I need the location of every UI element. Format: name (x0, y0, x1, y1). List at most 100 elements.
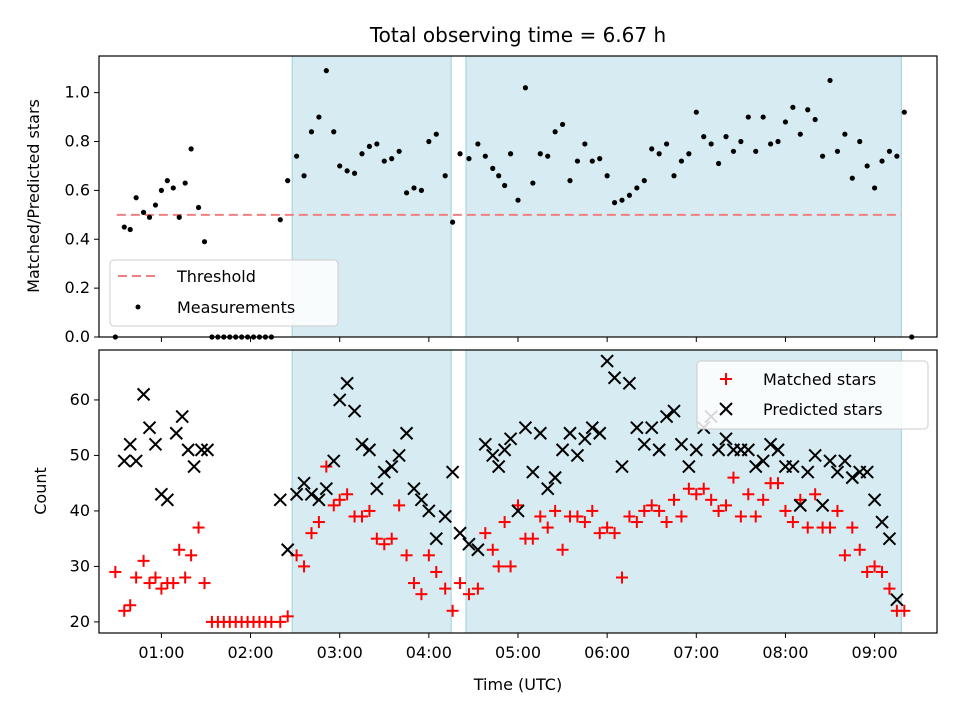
bottom-legend-box (696, 360, 929, 430)
measurement-point (188, 146, 194, 152)
x-tick-label: 08:00 (762, 643, 808, 662)
measurement-point (323, 68, 329, 74)
predicted-star-point (555, 443, 570, 457)
predicted-star-point (659, 409, 674, 424)
measurement-point (316, 114, 322, 120)
x-tick-label: 07:00 (673, 643, 719, 662)
measurement-point (411, 185, 417, 191)
x-tick-label: 09:00 (852, 643, 898, 662)
matched-star-point (479, 527, 492, 540)
predicted-star-point (719, 432, 733, 446)
measurement-point (842, 131, 848, 137)
predicted-star-point (867, 493, 882, 507)
matched-star-point (149, 571, 162, 584)
measurement-point (819, 153, 826, 159)
predicted-star-point (462, 537, 476, 551)
predicted-star-point (392, 448, 406, 463)
measurement-point (308, 129, 315, 135)
predicted-star-point (518, 420, 533, 435)
measurement-point (753, 148, 759, 154)
predicted-star-point (578, 432, 592, 446)
predicted-star-point (645, 420, 659, 435)
predicted-star-point (453, 526, 467, 540)
predicted-star-point (771, 443, 785, 457)
measurement-point (170, 185, 176, 191)
matched-star-point (853, 543, 866, 556)
predicted-star-point (808, 448, 822, 463)
predicted-star-point (630, 420, 644, 435)
predicted-star-point (652, 443, 666, 457)
predicted-star-point (756, 454, 770, 468)
predicted-star-point (541, 482, 555, 496)
matched-star-point (549, 504, 562, 517)
predicted-star-point (129, 454, 143, 468)
bottom-y-tick-label: 50 (70, 445, 90, 464)
measurement-point (849, 175, 855, 181)
measurement-point (482, 153, 488, 159)
measurement-point (294, 153, 300, 159)
matched-star-point (167, 577, 180, 590)
matched-star-point (601, 521, 614, 534)
measurement-point (604, 173, 610, 179)
measurement-point (522, 85, 529, 91)
matched-star-point (616, 571, 629, 584)
top-x-ticks (160, 337, 876, 342)
count-panel: 20 30 40 50 60 01:00 02:00 03:00 04:00 05:00 06:0… (31, 349, 938, 694)
matched-star-point (653, 504, 666, 517)
bottom-legend: Matched stars Predicted stars (696, 360, 929, 430)
matched-star-point (130, 571, 143, 584)
predicted-star-point (136, 387, 151, 402)
measurement-point (475, 141, 481, 147)
predicted-star-point (445, 465, 460, 479)
measurement-point (195, 204, 202, 211)
matched-star-point (179, 571, 192, 584)
measurement-point (490, 165, 496, 171)
measurement-point (611, 200, 618, 206)
predicted-star-point (830, 465, 845, 479)
matched-star-point (578, 516, 591, 529)
matched-star-point (155, 582, 168, 595)
measurement-point (745, 114, 751, 120)
top-y-ticks: 0.0 0.2 0.4 0.6 0.8 1.0 (65, 83, 99, 346)
bottom-y-tick-label: 30 (70, 556, 90, 575)
matched-star-point (415, 588, 428, 601)
matched-star-point (630, 516, 643, 529)
matched-star-point (363, 504, 376, 517)
predicted-star-point (637, 437, 652, 452)
matched-star-point (675, 510, 688, 523)
matched-star-point (430, 565, 443, 578)
legend-predicted-swatch (719, 402, 733, 416)
measurement-point (812, 116, 818, 123)
matched-star-point (638, 504, 651, 517)
measurement-point (834, 148, 841, 154)
measurement-point (344, 168, 350, 174)
ratio-panel: 0.0 0.2 0.4 0.6 0.8 1.0 Matched/Predicted sta… (24, 55, 938, 346)
bottom-axes-frame (98, 349, 938, 634)
predicted-star-point (407, 482, 421, 496)
predicted-star-point (304, 487, 319, 501)
matched-star-point (109, 565, 122, 578)
predicted-star-point (845, 470, 860, 485)
measurement-point (146, 214, 153, 220)
matched-star-point (757, 493, 770, 506)
predicted-star-point (273, 493, 287, 507)
measurement-point (530, 180, 536, 186)
measurement-point (634, 185, 640, 191)
measurement-point (442, 173, 448, 179)
top-shaded-intervals (291, 55, 902, 338)
legend-measurements-label: Measurements (177, 298, 295, 317)
measurement-point (182, 180, 188, 186)
predicted-star-point (860, 465, 874, 479)
measurement-point (158, 187, 165, 193)
top-axes-frame (98, 55, 938, 338)
matched-star-point (623, 510, 636, 523)
predicted-star-point (194, 443, 209, 457)
top-y-tick-label: 0.8 (65, 132, 90, 151)
predicted-star-point (667, 404, 681, 418)
measurement-point (656, 151, 662, 157)
predicted-star-point (478, 437, 493, 452)
measurement-point (389, 156, 395, 162)
matched-star-point (794, 493, 807, 506)
matched-star-point (556, 543, 569, 556)
